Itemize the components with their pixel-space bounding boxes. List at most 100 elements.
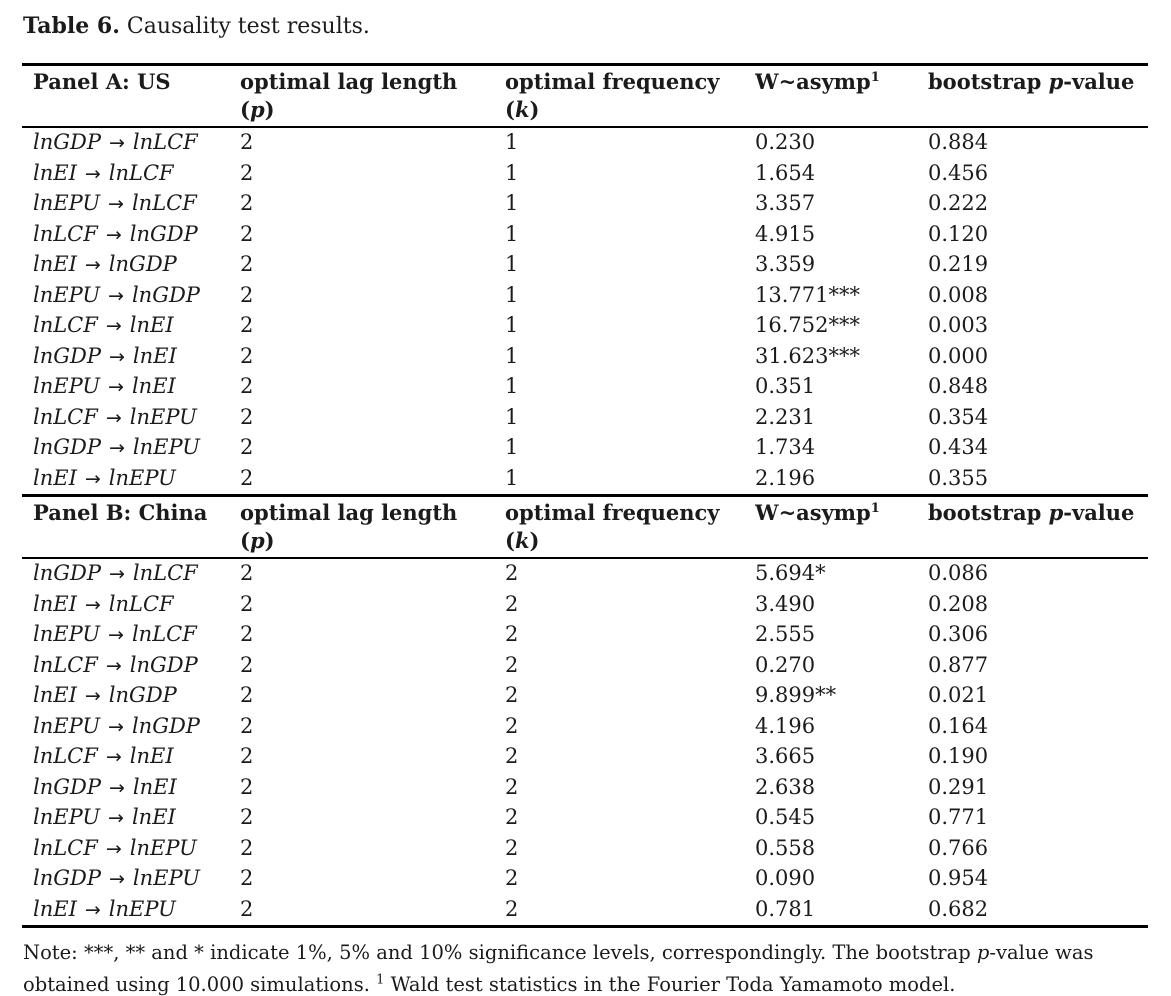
source-variable: lnLCF	[33, 221, 98, 246]
lag-cell: 2	[240, 130, 254, 154]
table-row: lnGDP → lnEPU 2 2 0.090 0.954	[22, 864, 1148, 895]
column-header-lag-line2: (p)	[240, 527, 505, 555]
pvalue-symbol: p	[1048, 69, 1064, 94]
lag-cell: 2	[240, 652, 254, 677]
pvalue-symbol: p	[1048, 500, 1064, 525]
column-header-lag: optimal lag length (p)	[240, 496, 505, 559]
paren: )	[264, 528, 275, 553]
column-header-wald: W~asymp1	[755, 65, 928, 128]
frequency-cell: 2	[505, 652, 519, 677]
lag-symbol: p	[249, 97, 265, 122]
pvalue-cell: 0.219	[928, 252, 989, 276]
paren: )	[529, 528, 540, 553]
column-header-lag-line2: (p)	[240, 96, 505, 124]
target-variable: lnGDP	[129, 221, 198, 246]
pvalue-cell: 0.008	[928, 282, 989, 307]
lag-cell: 2	[240, 805, 254, 829]
source-variable: lnEPU	[33, 282, 101, 307]
lag-symbol: p	[249, 528, 265, 553]
target-variable: lnGDP	[108, 683, 177, 707]
causality-pair-cell: lnEI → lnGDP	[22, 681, 240, 712]
table-row: lnLCF → lnEI 2 2 3.665 0.190	[22, 742, 1148, 773]
column-header-frequency: optimal frequency (k)	[505, 65, 755, 128]
pvalue-cell: 0.222	[928, 191, 989, 215]
pvalue-cell: 0.190	[928, 744, 989, 768]
frequency-cell: 1	[505, 282, 519, 307]
panel-a-body: lnGDP → lnLCF 2 1 0.230 0.884 lnEI → lnLCF 2 1 1.654…	[22, 127, 1148, 496]
arrow-icon: →	[84, 254, 101, 276]
lag-cell: 2	[240, 591, 254, 616]
wald-stat-cell: 5.694*	[755, 561, 826, 585]
causality-pair-cell: lnLCF → lnGDP	[22, 220, 240, 251]
target-variable: lnEPU	[132, 866, 200, 890]
pvalue-cell: 0.771	[928, 805, 989, 829]
causality-pair-cell: lnLCF → lnGDP	[22, 651, 240, 682]
causality-pair-cell: lnLCF → lnEI	[22, 311, 240, 342]
table-row: lnEI → lnEPU 2 2 0.781 0.682	[22, 895, 1148, 927]
table-caption-text: Causality test results.	[119, 14, 370, 39]
wald-stat-cell: 16.752***	[755, 313, 860, 337]
target-variable: lnLCF	[132, 561, 198, 585]
source-variable: lnLCF	[33, 404, 98, 429]
wald-stat-cell: 2.555	[755, 622, 816, 646]
target-variable: lnGDP	[108, 252, 177, 276]
wald-stat-cell: 1.734	[755, 435, 816, 459]
pvalue-cell: 0.120	[928, 221, 989, 246]
pvalue-cell: 0.682	[928, 896, 989, 921]
frequency-cell: 1	[505, 374, 519, 398]
table-row: lnGDP → lnLCF 2 1 0.230 0.884	[22, 127, 1148, 159]
source-variable: lnLCF	[33, 835, 98, 860]
pvalue-cell: 0.306	[928, 622, 989, 646]
table-row: lnLCF → lnGDP 2 1 4.915 0.120	[22, 220, 1148, 251]
panel-a-label-text: Panel A: US	[33, 69, 171, 94]
target-variable: lnLCF	[131, 622, 197, 646]
lag-cell: 2	[240, 465, 254, 490]
footnote-marker: 1	[870, 70, 880, 85]
note-text-pre: Note: ***, ** and * indicate 1%, 5% and …	[23, 941, 977, 964]
note-text-post: Wald test statistics in the Fourier Toda…	[384, 973, 956, 996]
wald-label: W~asymp	[755, 500, 871, 525]
lag-cell: 2	[240, 313, 254, 337]
arrow-icon: →	[105, 223, 122, 246]
lag-cell: 2	[240, 435, 254, 459]
frequency-cell: 1	[505, 343, 519, 368]
column-header-pvalue-line1: bootstrap p-value	[928, 68, 1148, 96]
wald-stat-cell: 9.899**	[755, 683, 837, 707]
frequency-cell: 2	[505, 744, 519, 768]
source-variable: lnGDP	[33, 130, 101, 154]
panel-a-header: Panel A: US optimal lag length (p) optim…	[22, 64, 1148, 128]
frequency-cell: 2	[505, 713, 519, 738]
arrow-icon: →	[105, 406, 122, 429]
causality-pair-cell: lnEPU → lnGDP	[22, 712, 240, 743]
lag-cell: 2	[240, 282, 254, 307]
target-variable: lnEPU	[108, 465, 176, 490]
source-variable: lnGDP	[33, 866, 101, 890]
table-row: lnLCF → lnEPU 2 1 2.231 0.354	[22, 403, 1148, 434]
source-variable: lnEI	[33, 160, 77, 185]
arrow-icon: →	[108, 776, 125, 799]
spacer	[755, 96, 928, 124]
causality-pair-cell: lnEI → lnLCF	[22, 159, 240, 190]
arrow-icon: →	[84, 467, 101, 490]
lag-cell: 2	[240, 622, 254, 646]
pvalue-cell: 0.766	[928, 835, 989, 860]
lag-cell: 2	[240, 221, 254, 246]
spacer	[33, 527, 240, 555]
target-variable: lnLCF	[132, 130, 198, 154]
frequency-cell: 2	[505, 622, 519, 646]
wald-stat-cell: 13.771***	[755, 282, 860, 307]
causality-pair-cell: lnEPU → lnEI	[22, 803, 240, 834]
column-header-frequency-line2: (k)	[505, 96, 755, 124]
target-variable: lnEI	[129, 313, 174, 337]
source-variable: lnEI	[33, 683, 77, 707]
table-row: lnEPU → lnGDP 2 2 4.196 0.164	[22, 712, 1148, 743]
paren: (	[505, 528, 515, 553]
spacer	[928, 96, 1148, 124]
frequency-cell: 2	[505, 591, 519, 616]
wald-stat-cell: 0.781	[755, 896, 816, 921]
arrow-icon: →	[108, 193, 124, 215]
arrow-icon: →	[108, 715, 124, 738]
target-variable: lnEI	[131, 374, 176, 398]
causality-pair-cell: lnEPU → lnLCF	[22, 620, 240, 651]
panel-b-label: Panel B: China	[22, 496, 240, 559]
